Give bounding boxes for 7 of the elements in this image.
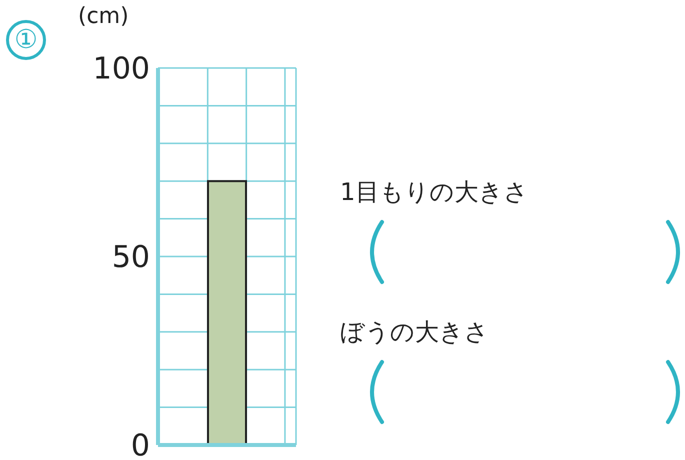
text: 1目もりの大きさ bbox=[340, 177, 528, 208]
text: ぼうの大きさ bbox=[340, 317, 489, 348]
y-tick-label: 100 bbox=[92, 52, 150, 87]
y-tick-label: 0 bbox=[130, 428, 150, 460]
y-tick-label: 50 bbox=[112, 240, 150, 276]
y-axis-title: (cm) bbox=[78, 4, 129, 29]
chart-title: ① bbox=[6, 20, 46, 60]
